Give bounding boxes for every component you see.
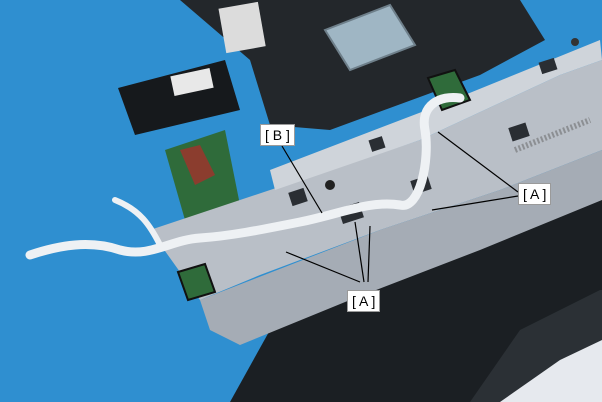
frame-hole (538, 57, 558, 75)
frame-hole (288, 187, 308, 207)
spring (513, 117, 592, 153)
frame-screw (571, 38, 579, 46)
sticker (170, 68, 214, 96)
frame-hole (368, 136, 386, 152)
white-tray-edge (500, 340, 602, 402)
metal-frame-upper (150, 60, 602, 300)
callout-b: [ B ] (260, 124, 295, 146)
frame-screw (325, 180, 335, 190)
leader-line-a-bottom-3 (367, 225, 371, 283)
pcb-sensor-left (176, 262, 217, 302)
white-paper-strip (218, 1, 266, 54)
flat-cable (25, 92, 465, 260)
head-window (323, 3, 417, 72)
frame-hole (508, 122, 530, 142)
callout-a-bottom: [ A ] (347, 290, 381, 312)
leader-line-a-right-1 (437, 131, 519, 193)
leader-line-b (281, 145, 323, 214)
red-wires (180, 145, 215, 185)
leader-line-a-bottom-1 (285, 251, 361, 283)
leader-line-a-bottom-2 (354, 221, 365, 283)
flat-cable-loose-end (112, 197, 163, 248)
leader-line-a-right-2 (431, 195, 519, 211)
metal-frame-top-ledge (270, 40, 602, 190)
callout-a-right: [ A ] (518, 183, 552, 205)
